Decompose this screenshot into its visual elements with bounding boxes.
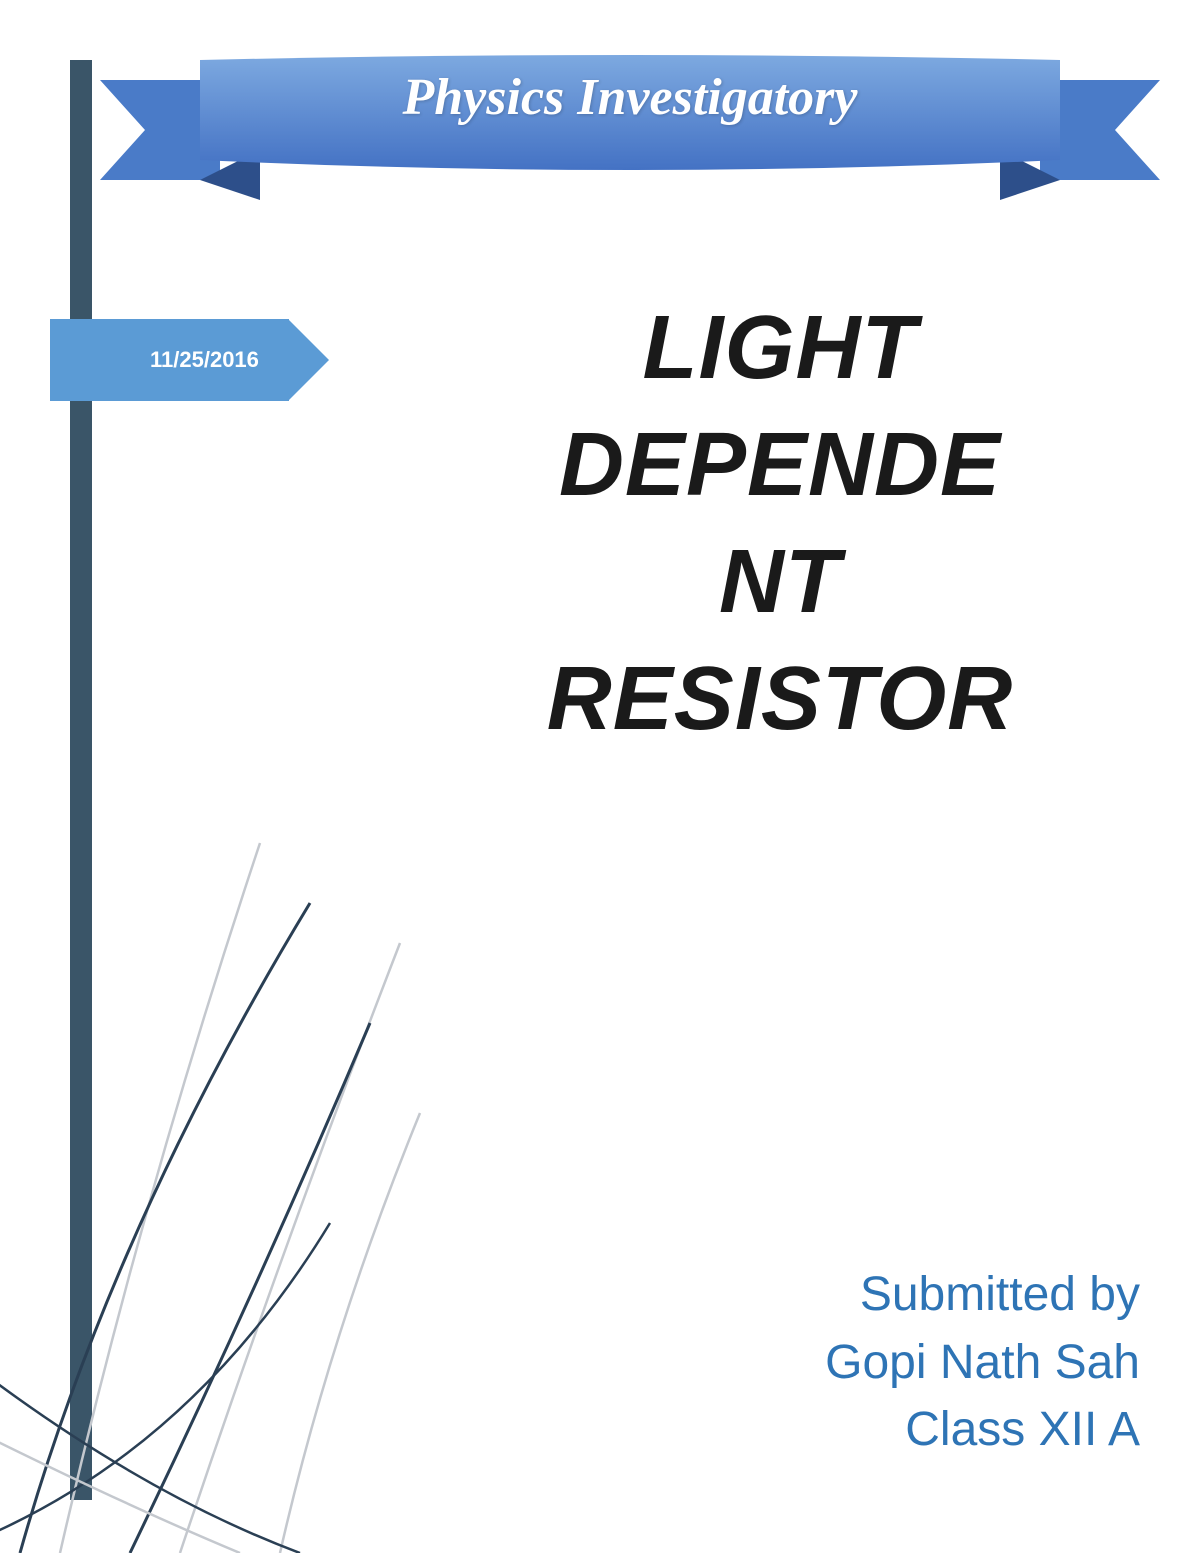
submitted-line-1: Submitted by xyxy=(825,1261,1140,1328)
banner-title: Physics Investigatory xyxy=(100,68,1160,127)
date-tag: 11/25/2016 xyxy=(50,320,329,400)
title-line-4: RESISTOR xyxy=(420,641,1140,758)
submitted-line-2: Gopi Nath Sah xyxy=(825,1329,1140,1396)
title-line-1: LIGHT xyxy=(420,290,1140,407)
title-line-2: DEPENDE xyxy=(420,407,1140,524)
submitted-block: Submitted by Gopi Nath Sah Class XII A xyxy=(825,1261,1140,1463)
decorative-curves xyxy=(0,803,550,1553)
submitted-line-3: Class XII A xyxy=(825,1396,1140,1463)
ribbon-banner: Physics Investigatory xyxy=(100,50,1160,200)
title-line-3: NT xyxy=(420,524,1140,641)
main-title: LIGHT DEPENDE NT RESISTOR xyxy=(420,290,1140,758)
date-arrow-tip xyxy=(289,320,329,400)
date-text: 11/25/2016 xyxy=(50,319,289,401)
